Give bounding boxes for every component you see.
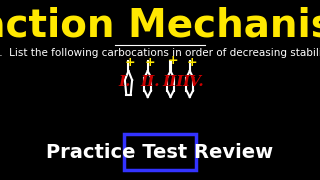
Text: +: + (144, 55, 155, 69)
Text: IV.: IV. (183, 75, 204, 89)
Text: +: + (168, 53, 178, 66)
Text: +: + (186, 55, 197, 69)
Text: I.: I. (119, 75, 131, 89)
Text: II.: II. (140, 75, 160, 89)
Text: 15.  List the following carbocations in order of decreasing stability:: 15. List the following carbocations in o… (0, 48, 320, 58)
FancyBboxPatch shape (124, 134, 196, 170)
Text: Practice Test Review: Practice Test Review (46, 143, 274, 161)
Text: Reaction Mechanisms: Reaction Mechanisms (0, 6, 320, 44)
Text: +: + (125, 55, 136, 69)
Text: III.: III. (162, 75, 189, 89)
